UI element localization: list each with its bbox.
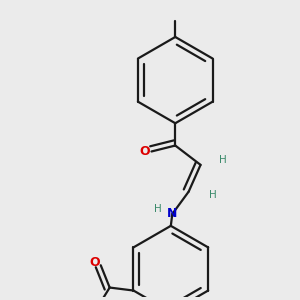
Text: H: H (219, 155, 227, 165)
Text: H: H (208, 190, 216, 200)
Text: N: N (167, 207, 178, 220)
Text: O: O (89, 256, 100, 269)
Text: H: H (154, 205, 161, 214)
Text: O: O (140, 145, 150, 158)
